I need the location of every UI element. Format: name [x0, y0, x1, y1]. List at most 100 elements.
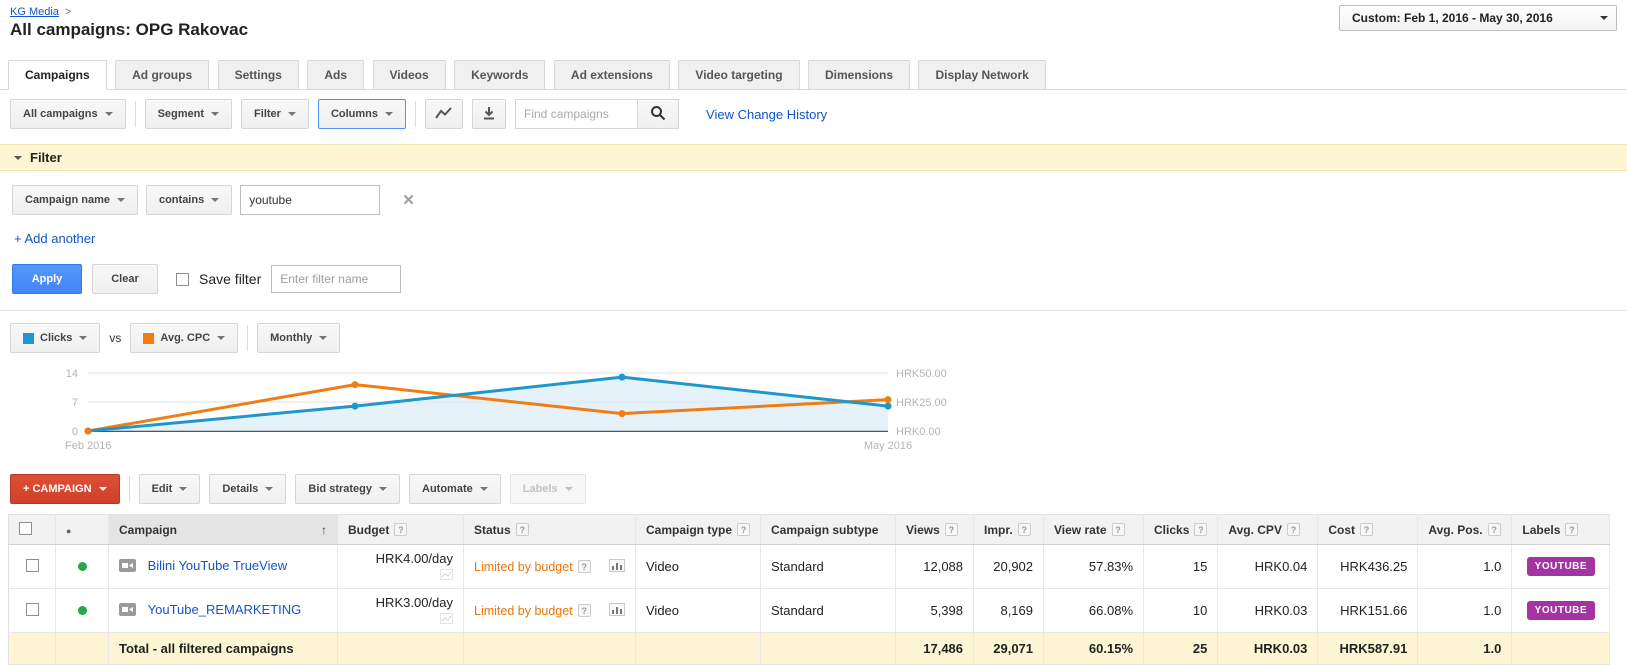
clicks-area-fill — [88, 377, 888, 431]
data-point[interactable] — [884, 396, 892, 404]
date-range-selector[interactable]: Custom: Feb 1, 2016 - May 30, 2016 — [1339, 5, 1617, 31]
help-icon[interactable]: ? — [515, 522, 529, 536]
columns-dropdown-button[interactable]: Columns — [317, 99, 407, 129]
header-impr[interactable]: Impr.? — [973, 514, 1045, 545]
budget-value[interactable]: HRK4.00/day — [375, 550, 453, 566]
data-point[interactable] — [618, 410, 626, 418]
header-cost[interactable]: Cost? — [1317, 514, 1419, 545]
filter-panel-header[interactable]: Filter — [0, 144, 1627, 171]
help-icon[interactable]: ? — [1565, 522, 1579, 536]
header-campaign[interactable]: Campaign ↑ — [108, 514, 338, 545]
table-row: Bilini YouTube TrueView HRK4.00/day Limi… — [8, 544, 1611, 589]
search-button[interactable] — [637, 99, 680, 129]
header-status-dot-cell[interactable]: ● — [55, 514, 109, 545]
impr-value: 8,169 — [973, 588, 1045, 633]
avg-cpv-value: HRK0.03 — [1217, 588, 1319, 633]
header-campaign-subtype[interactable]: Campaign subtype — [760, 514, 897, 545]
bid-strategy-dropdown[interactable]: Bid strategy — [295, 474, 400, 504]
help-icon[interactable]: ? — [394, 522, 408, 536]
help-icon[interactable]: ? — [577, 604, 591, 617]
details-dropdown[interactable]: Details — [209, 474, 287, 504]
tab-ads[interactable]: Ads — [307, 60, 365, 90]
apply-button[interactable]: Apply — [12, 264, 82, 294]
help-icon[interactable]: ? — [1286, 522, 1300, 536]
filter-operator-dropdown[interactable]: contains — [145, 185, 233, 215]
bar-chart-icon[interactable] — [609, 602, 625, 619]
data-point[interactable] — [351, 381, 359, 389]
header-views[interactable]: Views? — [895, 514, 975, 545]
filter-value-input[interactable] — [240, 185, 381, 215]
tab-ad-extensions[interactable]: Ad extensions — [553, 60, 670, 90]
header-campaign-type[interactable]: Campaign type? — [635, 514, 762, 545]
status-enabled-icon[interactable] — [77, 606, 87, 615]
help-icon[interactable]: ? — [1360, 522, 1374, 536]
help-icon[interactable]: ? — [577, 560, 591, 573]
filter-dropdown-button[interactable]: Filter — [241, 99, 309, 129]
tab-videos[interactable]: Videos — [372, 60, 446, 90]
campaign-link[interactable]: YouTube_REMARKETING — [147, 602, 302, 617]
help-icon[interactable]: ? — [1017, 522, 1031, 536]
avg-cpc-swatch — [143, 332, 155, 344]
header-labels[interactable]: Labels? — [1511, 514, 1611, 545]
header-budget[interactable]: Budget? — [337, 514, 464, 545]
campaign-subtype-value: Standard — [760, 588, 897, 633]
chart-controls: Clicks vs Avg. CPC Monthly — [0, 311, 1627, 359]
row-checkbox[interactable] — [25, 602, 39, 616]
interval-label: Monthly — [270, 332, 313, 344]
header-avg-pos-label: Avg. Pos. — [1428, 522, 1483, 537]
automate-dropdown[interactable]: Automate — [409, 474, 501, 504]
data-point[interactable] — [84, 427, 92, 435]
row-checkbox[interactable] — [25, 558, 39, 572]
filter-name-input[interactable] — [271, 265, 402, 293]
filter-field-dropdown[interactable]: Campaign name — [12, 185, 138, 215]
data-point[interactable] — [618, 373, 626, 381]
scope-dropdown-button[interactable]: All campaigns — [10, 99, 126, 129]
view-change-history-link[interactable]: View Change History — [706, 106, 828, 122]
metric2-dropdown[interactable]: Avg. CPC — [130, 323, 239, 353]
help-icon[interactable]: ? — [737, 522, 751, 536]
labels-dropdown[interactable]: Labels — [509, 474, 586, 504]
bar-chart-icon[interactable] — [609, 558, 625, 575]
tab-ad-groups[interactable]: Ad groups — [115, 60, 210, 90]
clear-button[interactable]: Clear — [92, 264, 158, 294]
download-report-button[interactable] — [472, 99, 507, 129]
help-icon[interactable]: ? — [1194, 522, 1208, 536]
save-filter-checkbox[interactable] — [176, 272, 189, 286]
status-enabled-icon[interactable] — [77, 562, 87, 571]
search-input[interactable] — [515, 99, 638, 129]
breadcrumb-account-link[interactable]: KG Media — [10, 6, 59, 18]
help-icon[interactable]: ? — [944, 522, 958, 536]
campaign-type-value: Video — [635, 544, 762, 589]
segment-dropdown-button[interactable]: Segment — [144, 99, 233, 129]
campaign-link[interactable]: Bilini YouTube TrueView — [147, 558, 288, 573]
chevron-down-icon — [265, 487, 274, 495]
select-all-checkbox[interactable] — [19, 521, 32, 535]
header-view-rate[interactable]: View rate? — [1043, 514, 1145, 545]
header-clicks[interactable]: Clicks? — [1143, 514, 1219, 545]
new-campaign-button[interactable]: + CAMPAIGN — [10, 474, 120, 504]
tab-dimensions[interactable]: Dimensions — [807, 60, 910, 90]
clicks-value: 10 — [1143, 588, 1219, 633]
budget-value[interactable]: HRK3.00/day — [375, 594, 453, 610]
label-badge[interactable]: YOUTUBE — [1526, 601, 1596, 620]
tab-display-network[interactable]: Display Network — [918, 60, 1046, 90]
label-badge[interactable]: YOUTUBE — [1526, 557, 1596, 576]
tab-settings[interactable]: Settings — [217, 60, 299, 90]
remove-filter-icon[interactable]: ✕ — [402, 192, 415, 209]
tab-keywords[interactable]: Keywords — [454, 60, 546, 90]
tab-campaigns[interactable]: Campaigns — [8, 60, 107, 90]
add-another-link[interactable]: + Add another — [14, 231, 96, 246]
metric1-dropdown[interactable]: Clicks — [10, 323, 101, 353]
tab-video-targeting[interactable]: Video targeting — [678, 60, 800, 90]
help-icon[interactable]: ? — [1487, 522, 1501, 536]
data-point[interactable] — [884, 402, 892, 410]
interval-dropdown[interactable]: Monthly — [257, 323, 341, 353]
header-avg-pos[interactable]: Avg. Pos.? — [1417, 514, 1513, 545]
header-view-rate-label: View rate — [1054, 522, 1107, 537]
toggle-chart-button[interactable] — [425, 99, 464, 129]
data-point[interactable] — [351, 402, 359, 410]
header-avg-cpv[interactable]: Avg. CPV? — [1217, 514, 1319, 545]
edit-dropdown[interactable]: Edit — [138, 474, 201, 504]
help-icon[interactable]: ? — [1111, 522, 1125, 536]
header-status[interactable]: Status? — [463, 514, 636, 545]
